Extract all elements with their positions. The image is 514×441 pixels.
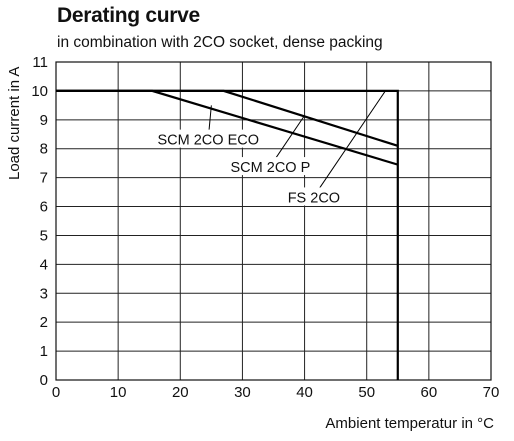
tick-labels: 0 10 20 30 40 50 60 70 0 1 2 3 4 5 6 7 8 9 10 11 bbox=[31, 54, 499, 401]
x-tick-label: 30 bbox=[234, 384, 251, 401]
series-lines bbox=[56, 89, 399, 380]
y-tick-label: 6 bbox=[40, 199, 48, 216]
y-tick-label: 9 bbox=[40, 112, 48, 129]
y-tick-label: 3 bbox=[40, 285, 48, 302]
annotation-label: FS 2CO bbox=[288, 190, 340, 206]
y-tick-label: 2 bbox=[40, 314, 48, 331]
y-tick-label: 5 bbox=[40, 227, 48, 244]
series-line-fs-2co bbox=[56, 89, 399, 380]
y-tick-label: 4 bbox=[40, 256, 48, 273]
y-tick-label: 7 bbox=[40, 170, 48, 187]
annotations: SCM 2CO ECO SCM 2CO P FS 2CO bbox=[157, 90, 386, 206]
grid bbox=[55, 61, 492, 381]
x-axis-label: Ambient temperatur in °C bbox=[325, 415, 494, 432]
annotation-label: SCM 2CO ECO bbox=[157, 133, 259, 149]
x-tick-label: 50 bbox=[358, 384, 375, 401]
x-tick-label: 40 bbox=[296, 384, 313, 401]
y-tick-label: 1 bbox=[40, 343, 48, 360]
annotation-label-bg bbox=[287, 187, 341, 206]
x-tick-label: 70 bbox=[483, 384, 500, 401]
y-tick-label: 0 bbox=[40, 372, 48, 389]
annotation-label: SCM 2CO P bbox=[231, 160, 311, 176]
x-tick-label: 0 bbox=[52, 384, 60, 401]
annotation-leader bbox=[313, 90, 386, 197]
annotation-label-bg bbox=[161, 129, 256, 148]
series-line-scm-2co-eco bbox=[56, 89, 399, 166]
x-tick-label: 20 bbox=[172, 384, 189, 401]
chart-title: Derating curve bbox=[57, 4, 200, 27]
x-tick-label: 10 bbox=[110, 384, 127, 401]
y-tick-label: 8 bbox=[40, 141, 48, 158]
x-tick-label: 60 bbox=[421, 384, 438, 401]
plot-frame bbox=[55, 61, 492, 381]
y-tick-label: 10 bbox=[31, 83, 48, 100]
annotation-label-bg bbox=[231, 157, 310, 176]
chart-subtitle: in combination with 2CO socket, dense pa… bbox=[57, 34, 383, 51]
y-tick-label: 11 bbox=[32, 54, 48, 71]
